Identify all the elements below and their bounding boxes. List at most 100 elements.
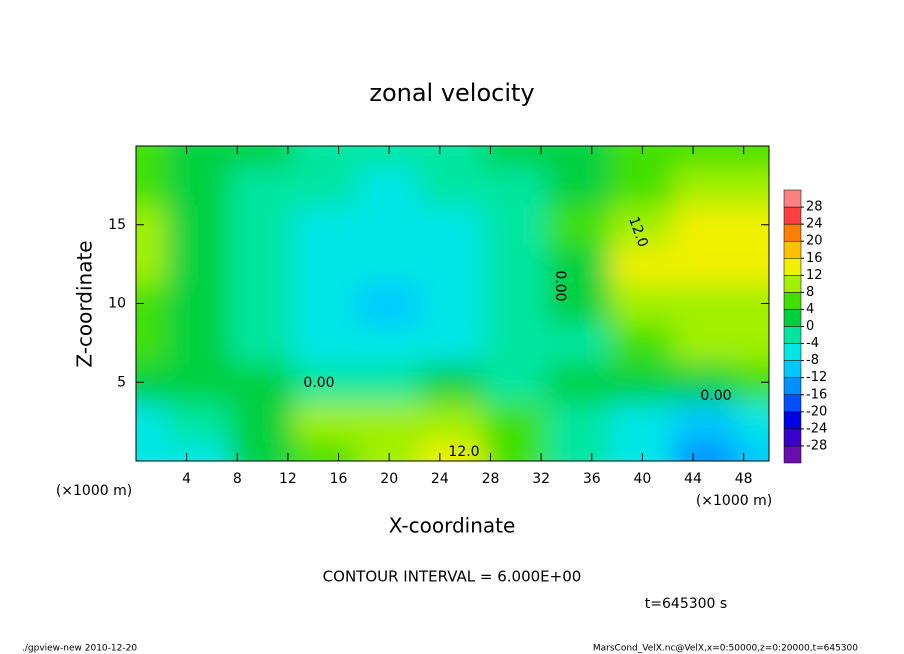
cell bbox=[546, 322, 612, 364]
contour-label: 0.00 bbox=[303, 375, 334, 391]
x-tick-label: 28 bbox=[482, 471, 500, 487]
cell bbox=[293, 243, 359, 285]
cell bbox=[229, 164, 296, 207]
cell bbox=[546, 440, 612, 461]
colorbar-tick-label: -20 bbox=[806, 404, 827, 419]
colorbar-tick-label: 0 bbox=[806, 319, 814, 334]
cell bbox=[736, 164, 769, 207]
cell bbox=[293, 440, 359, 461]
cell bbox=[356, 164, 422, 207]
cell bbox=[673, 282, 739, 325]
cell bbox=[546, 282, 612, 325]
cell bbox=[419, 400, 486, 443]
x-tick-label: 44 bbox=[684, 471, 702, 487]
colorbar-tick-label: -24 bbox=[806, 421, 827, 436]
footer-left: ./gpview-new 2010-12-20 bbox=[22, 644, 137, 654]
cell bbox=[609, 282, 676, 325]
cell bbox=[546, 361, 612, 403]
colorbar-tick-label: 16 bbox=[806, 251, 823, 266]
cell bbox=[736, 400, 769, 443]
cell bbox=[419, 440, 486, 461]
cell bbox=[293, 164, 359, 207]
cell bbox=[673, 164, 739, 207]
cell bbox=[356, 322, 422, 364]
colorbar-swatch bbox=[783, 377, 802, 395]
colorbar-tick-label: -8 bbox=[806, 353, 819, 368]
colorbar-swatch bbox=[783, 189, 802, 208]
colorbar-tick-label: -28 bbox=[806, 438, 827, 453]
cell bbox=[483, 400, 549, 443]
cell bbox=[673, 243, 739, 285]
cell bbox=[736, 243, 769, 285]
cell bbox=[166, 164, 232, 207]
colorbar-swatch bbox=[783, 411, 802, 430]
colorbar-tick-label: 4 bbox=[806, 302, 814, 317]
cell bbox=[356, 243, 422, 285]
colorbar-swatch bbox=[783, 343, 802, 361]
colorbar-tick-label: 20 bbox=[806, 234, 823, 249]
cell bbox=[546, 146, 612, 167]
x-tick-label: 40 bbox=[633, 471, 651, 487]
cell bbox=[229, 243, 296, 285]
colorbar-swatch bbox=[783, 428, 802, 447]
cell bbox=[166, 440, 232, 461]
cell bbox=[136, 400, 169, 443]
cell bbox=[673, 322, 739, 364]
cell bbox=[356, 440, 422, 461]
x-tick-label: 24 bbox=[431, 471, 449, 487]
cell bbox=[609, 440, 676, 461]
cell bbox=[166, 204, 232, 246]
x-tick-label: 8 bbox=[233, 471, 242, 487]
cell bbox=[356, 361, 422, 403]
cell bbox=[483, 204, 549, 246]
colorbar-swatch bbox=[783, 309, 802, 327]
colorbar-tick-label: 12 bbox=[806, 268, 823, 283]
cell bbox=[229, 400, 296, 443]
cell bbox=[483, 282, 549, 325]
time-label: t=645300 s bbox=[645, 596, 727, 612]
cell bbox=[609, 361, 676, 403]
cell bbox=[293, 400, 359, 443]
colorbar-tick-label: -4 bbox=[806, 336, 819, 351]
cell bbox=[609, 400, 676, 443]
contour-interval: CONTOUR INTERVAL = 6.000E+00 bbox=[323, 568, 582, 586]
colorbar-tick-label: -16 bbox=[806, 387, 827, 402]
contour-label: 0.00 bbox=[700, 388, 731, 404]
cell bbox=[673, 361, 739, 403]
cell bbox=[736, 440, 769, 461]
cell bbox=[136, 322, 169, 364]
cell bbox=[546, 204, 612, 246]
cell bbox=[546, 400, 612, 443]
x-tick-label: 32 bbox=[532, 471, 550, 487]
cell bbox=[166, 146, 232, 167]
colorbar-swatch bbox=[783, 206, 802, 225]
cell bbox=[483, 322, 549, 364]
colorbar-swatch bbox=[783, 394, 802, 413]
cell bbox=[419, 164, 486, 207]
cell bbox=[136, 440, 169, 461]
cell bbox=[293, 322, 359, 364]
cell bbox=[356, 400, 422, 443]
colorbar-swatch bbox=[783, 292, 802, 310]
cell bbox=[229, 204, 296, 246]
cell bbox=[673, 400, 739, 443]
contour-label: 12.0 bbox=[448, 444, 479, 460]
x-tick-label: 16 bbox=[330, 471, 348, 487]
y-unit: (×1000 m) bbox=[56, 483, 132, 499]
cell bbox=[483, 440, 549, 461]
colorbar-tick-label: 8 bbox=[806, 285, 814, 300]
cell bbox=[419, 243, 486, 285]
footer-right: MarsCond_VelX.nc@VelX,x=0:50000,z=0:2000… bbox=[593, 644, 858, 654]
y-axis-label: Z-coordinate bbox=[73, 240, 97, 367]
colorbar-swatch bbox=[783, 258, 802, 276]
colorbar-tick-label: -12 bbox=[806, 370, 827, 385]
x-axis-label: X-coordinate bbox=[389, 514, 516, 538]
x-tick-label: 48 bbox=[735, 471, 753, 487]
colorbar-tick-label: 24 bbox=[806, 217, 823, 232]
cell bbox=[546, 243, 612, 285]
cell bbox=[483, 164, 549, 207]
cell bbox=[483, 146, 549, 167]
cell bbox=[419, 204, 486, 246]
cell bbox=[293, 361, 359, 403]
